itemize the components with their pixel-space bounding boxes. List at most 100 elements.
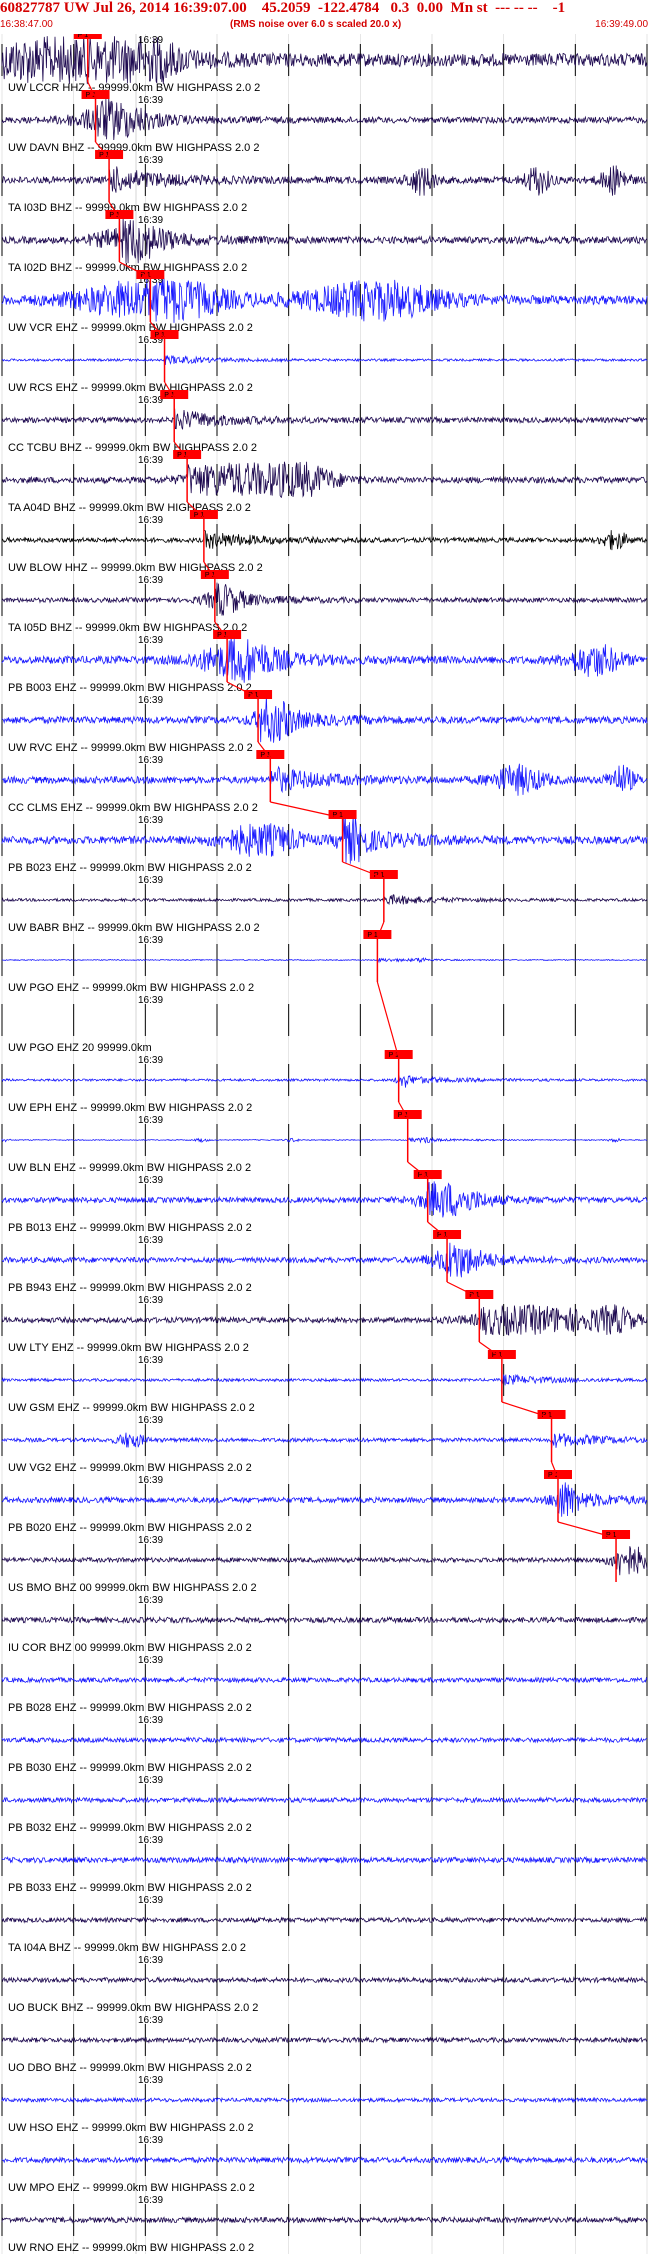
minute-tick-label: 16:39	[138, 335, 163, 346]
minute-tick-label: 16:39	[138, 455, 163, 466]
station-label: CC TCBU BHZ -- 99999.0km BW HIGHPASS 2.0…	[8, 442, 257, 454]
waveform	[1, 2096, 648, 2104]
minute-tick-label: 16:39	[138, 635, 163, 646]
minute-tick-label: 16:39	[138, 1475, 163, 1486]
waveform	[1, 1855, 648, 1865]
trace: 16:39 PB B023 EHZ -- 99999.0km BW HIGHPAS…	[1, 801, 648, 874]
minute-tick-label: 16:39	[138, 1355, 163, 1366]
station-label: UW VG2 EHZ -- 99999.0km BW HIGHPASS 2.0 …	[8, 1462, 252, 1474]
station-label: UO DBO BHZ -- 99999.0km BW HIGHPASS 2.0 …	[8, 2062, 252, 2074]
pick-marker	[173, 450, 202, 459]
station-label: UW PGO EHZ -- 99999.0km BW HIGHPASS 2.0 …	[8, 982, 254, 994]
minute-tick-label: 16:39	[138, 1235, 163, 1246]
waveform	[1, 1976, 648, 1984]
moveout-line	[550, 1461, 559, 1479]
station-label: PB B028 EHZ -- 99999.0km BW HIGHPASS 2.0…	[8, 1702, 252, 1714]
end-time: 16:39:49.00	[595, 19, 648, 30]
pick-label: P 1	[548, 1472, 558, 1479]
trace: 16:39 PB B033 EHZ -- 99999.0km BW HIGHPAS…	[1, 1835, 648, 1894]
station-label: PB B013 EHZ -- 99999.0km BW HIGHPASS 2.0…	[8, 1222, 252, 1234]
moveout-line	[214, 621, 228, 639]
waveform	[1, 530, 648, 551]
station-label: TA I04A BHZ -- 99999.0km BW HIGHPASS 2.0…	[8, 1942, 246, 1954]
minute-tick-label: 16:39	[138, 35, 163, 46]
start-time: 16:38:47.00	[0, 19, 53, 30]
trace: 16:39 PB B943 EHZ -- 99999.0km BW HIGHPAS…	[1, 1221, 648, 1294]
waveform	[1, 215, 648, 264]
station-label: UW RVC EHZ -- 99999.0km BW HIGHPASS 2.0 …	[8, 742, 253, 754]
station-label: UW GSM EHZ -- 99999.0km BW HIGHPASS 2.0 …	[8, 1402, 255, 1414]
pick-marker	[95, 150, 124, 159]
station-label: UW VCR EHZ -- 99999.0km BW HIGHPASS 2.0 …	[8, 322, 253, 334]
moveout-line	[398, 1101, 409, 1119]
pick-label: P 1	[492, 1352, 502, 1359]
waveform	[1, 1181, 648, 1218]
moveout-line	[376, 981, 400, 1059]
pick-label: P 1	[164, 392, 174, 399]
rms-note: (RMS noise over 6.0 s scaled 20.0 x)	[230, 19, 402, 30]
station-label: UW RNO EHZ -- 99999.0km BW HIGHPASS 2.0 …	[8, 2242, 254, 2254]
pick-label: P 1	[99, 152, 109, 159]
station-label: IU COR BHZ 00 99999.0km BW HIGHPASS 2.0 …	[8, 1642, 252, 1654]
station-label: PB B033 EHZ -- 99999.0km BW HIGHPASS 2.0…	[8, 1882, 252, 1894]
trace: 16:39 UW LCCR HHZ -- 99999.0km BW HIGHPAS…	[1, 34, 648, 94]
minute-tick-label: 16:39	[138, 1655, 163, 1666]
waveform	[1, 1546, 648, 1576]
station-label: UW PGO EHZ 20 99999.0km	[8, 1042, 152, 1054]
waveform	[1, 1676, 648, 1684]
trace: 16:39 UW VG2 EHZ -- 99999.0km BW HIGHPASS…	[1, 1401, 648, 1474]
trace: 16:39 TA I05D BHZ -- 99999.0km BW HIGHPAS…	[1, 561, 648, 634]
pick-marker	[150, 330, 179, 339]
trace: 16:39 UW BLOW HHZ -- 99999.0km BW HIGHPAS…	[1, 501, 648, 574]
pick-marker	[537, 1410, 566, 1419]
station-label: UO BUCK BHZ -- 99999.0km BW HIGHPASS 2.0…	[8, 2002, 258, 2014]
moveout-line	[164, 381, 175, 399]
pick-marker	[200, 570, 229, 579]
trace: 16:39 UW RVC EHZ -- 99999.0km BW HIGHPASS…	[1, 681, 648, 754]
pick-marker	[244, 690, 273, 699]
minute-tick-label: 16:39	[138, 1595, 163, 1606]
station-label: PB B023 EHZ -- 99999.0km BW HIGHPASS 2.0…	[8, 862, 252, 874]
minute-tick-label: 16:39	[138, 875, 163, 886]
minute-tick-label: 16:39	[138, 515, 163, 526]
waveform	[1, 815, 648, 864]
trace: 16:39 UW RCS EHZ -- 99999.0km BW HIGHPASS…	[1, 321, 648, 394]
pick-label: P 1	[367, 932, 377, 939]
moveout-line	[270, 801, 343, 819]
station-label: UW HSO EHZ -- 99999.0km BW HIGHPASS 2.0 …	[8, 2122, 254, 2134]
minute-tick-label: 16:39	[138, 395, 163, 406]
minute-tick-label: 16:39	[138, 2015, 163, 2026]
pick-marker	[256, 750, 285, 759]
plot-header: 60827787 UW Jul 26, 2014 16:39:07.00 45.…	[0, 0, 652, 34]
waveform	[1, 1482, 648, 1517]
waveform	[1, 408, 648, 430]
waveform	[1, 1736, 648, 1744]
trace: 16:39 UW MPO EHZ -- 99999.0km BW HIGHPASS…	[1, 2135, 648, 2194]
moveout-line	[95, 141, 110, 159]
trace: 16:39 UW HSO EHZ -- 99999.0km BW HIGHPASS…	[1, 2075, 648, 2134]
station-label: PB B030 EHZ -- 99999.0km BW HIGHPASS 2.0…	[8, 1762, 252, 1774]
pick-label: P 1	[109, 212, 119, 219]
pick-marker	[393, 1110, 422, 1119]
moveout-line	[407, 1161, 429, 1179]
pick-marker	[81, 90, 110, 99]
moveout-line	[446, 1281, 480, 1299]
waveform	[1, 1796, 648, 1804]
station-label: UW BLN EHZ -- 99999.0km BW HIGHPASS 2.0 …	[8, 1162, 251, 1174]
station-label: PB B032 EHZ -- 99999.0km BW HIGHPASS 2.0…	[8, 1822, 252, 1834]
minute-tick-label: 16:39	[138, 1715, 163, 1726]
pick-label: P 1	[177, 452, 187, 459]
waveform	[1, 894, 648, 906]
minute-tick-label: 16:39	[138, 215, 163, 226]
station-label: UW DAVN BHZ -- 99999.0km BW HIGHPASS 2.0…	[8, 142, 259, 154]
minute-tick-label: 16:39	[138, 2135, 163, 2146]
seismogram-plot: 16:39 UW LCCR HHZ -- 99999.0km BW HIGHPAS…	[1, 34, 648, 2254]
minute-tick-label: 16:39	[138, 575, 163, 586]
pick-marker	[543, 1470, 572, 1479]
minute-tick-label: 16:39	[138, 1175, 163, 1186]
waveform	[1, 2155, 648, 2165]
station-label: TA I05D BHZ -- 99999.0km BW HIGHPASS 2.0…	[8, 622, 247, 634]
trace: 16:39 TA I03D BHZ -- 99999.0km BW HIGHPAS…	[1, 141, 648, 214]
pick-marker	[465, 1290, 494, 1299]
